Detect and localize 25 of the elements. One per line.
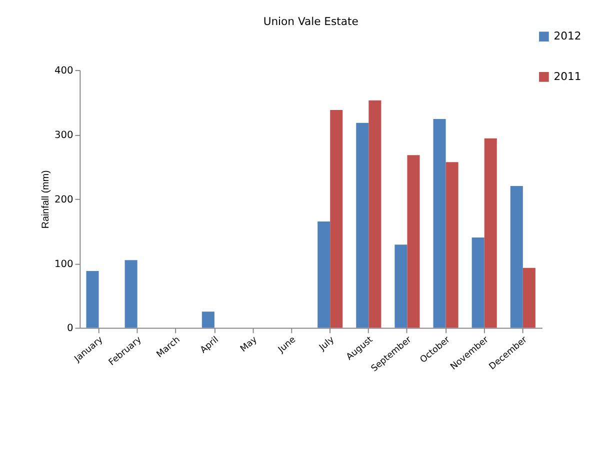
chart-title: Union Vale Estate [263,14,359,28]
legend-label: 2011 [554,70,582,83]
y-tick-label: 300 [54,130,74,141]
y-axis-title: Rainfall (mm) [40,170,52,229]
bar [446,162,458,328]
bar [394,244,408,328]
bar [356,122,369,328]
legend-label: 2012 [554,30,582,43]
bar [330,110,343,328]
bar [86,271,99,328]
y-tick-label: 200 [54,194,74,206]
y-tick-label: 100 [54,258,74,270]
bar [202,312,214,328]
bar [124,260,138,328]
bar [522,268,536,328]
x-tick-label: May [238,335,260,354]
bar [368,100,382,328]
y-tick-label: 0 [67,323,74,334]
bar [433,119,446,328]
bar [472,238,484,328]
bar [407,155,420,328]
bar [510,186,523,328]
bar [318,221,330,328]
y-tick-label: 400 [54,65,74,76]
bar [484,138,497,328]
